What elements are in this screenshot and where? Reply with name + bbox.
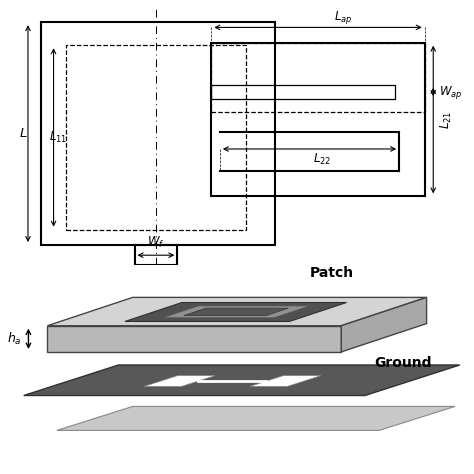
Polygon shape — [250, 376, 321, 386]
Polygon shape — [184, 308, 288, 316]
Text: $L_{11}$: $L_{11}$ — [49, 130, 67, 145]
Polygon shape — [57, 406, 455, 430]
Polygon shape — [341, 297, 427, 352]
Polygon shape — [47, 297, 427, 326]
Text: $L_{21}$: $L_{21}$ — [438, 110, 454, 128]
Polygon shape — [144, 376, 215, 386]
Text: $h_a$: $h_a$ — [7, 331, 22, 347]
Polygon shape — [47, 326, 341, 352]
Text: $L$: $L$ — [19, 127, 28, 140]
Text: $L_{ap}$: $L_{ap}$ — [335, 9, 353, 26]
Polygon shape — [163, 306, 310, 318]
Text: Ground: Ground — [374, 356, 432, 370]
Text: $L_{22}$: $L_{22}$ — [313, 152, 331, 167]
Text: $W_{ap}$: $W_{ap}$ — [438, 83, 462, 100]
Text: Patch: Patch — [310, 266, 354, 281]
Text: $W_f$: $W_f$ — [147, 235, 165, 250]
Polygon shape — [125, 302, 346, 321]
Polygon shape — [24, 365, 460, 395]
